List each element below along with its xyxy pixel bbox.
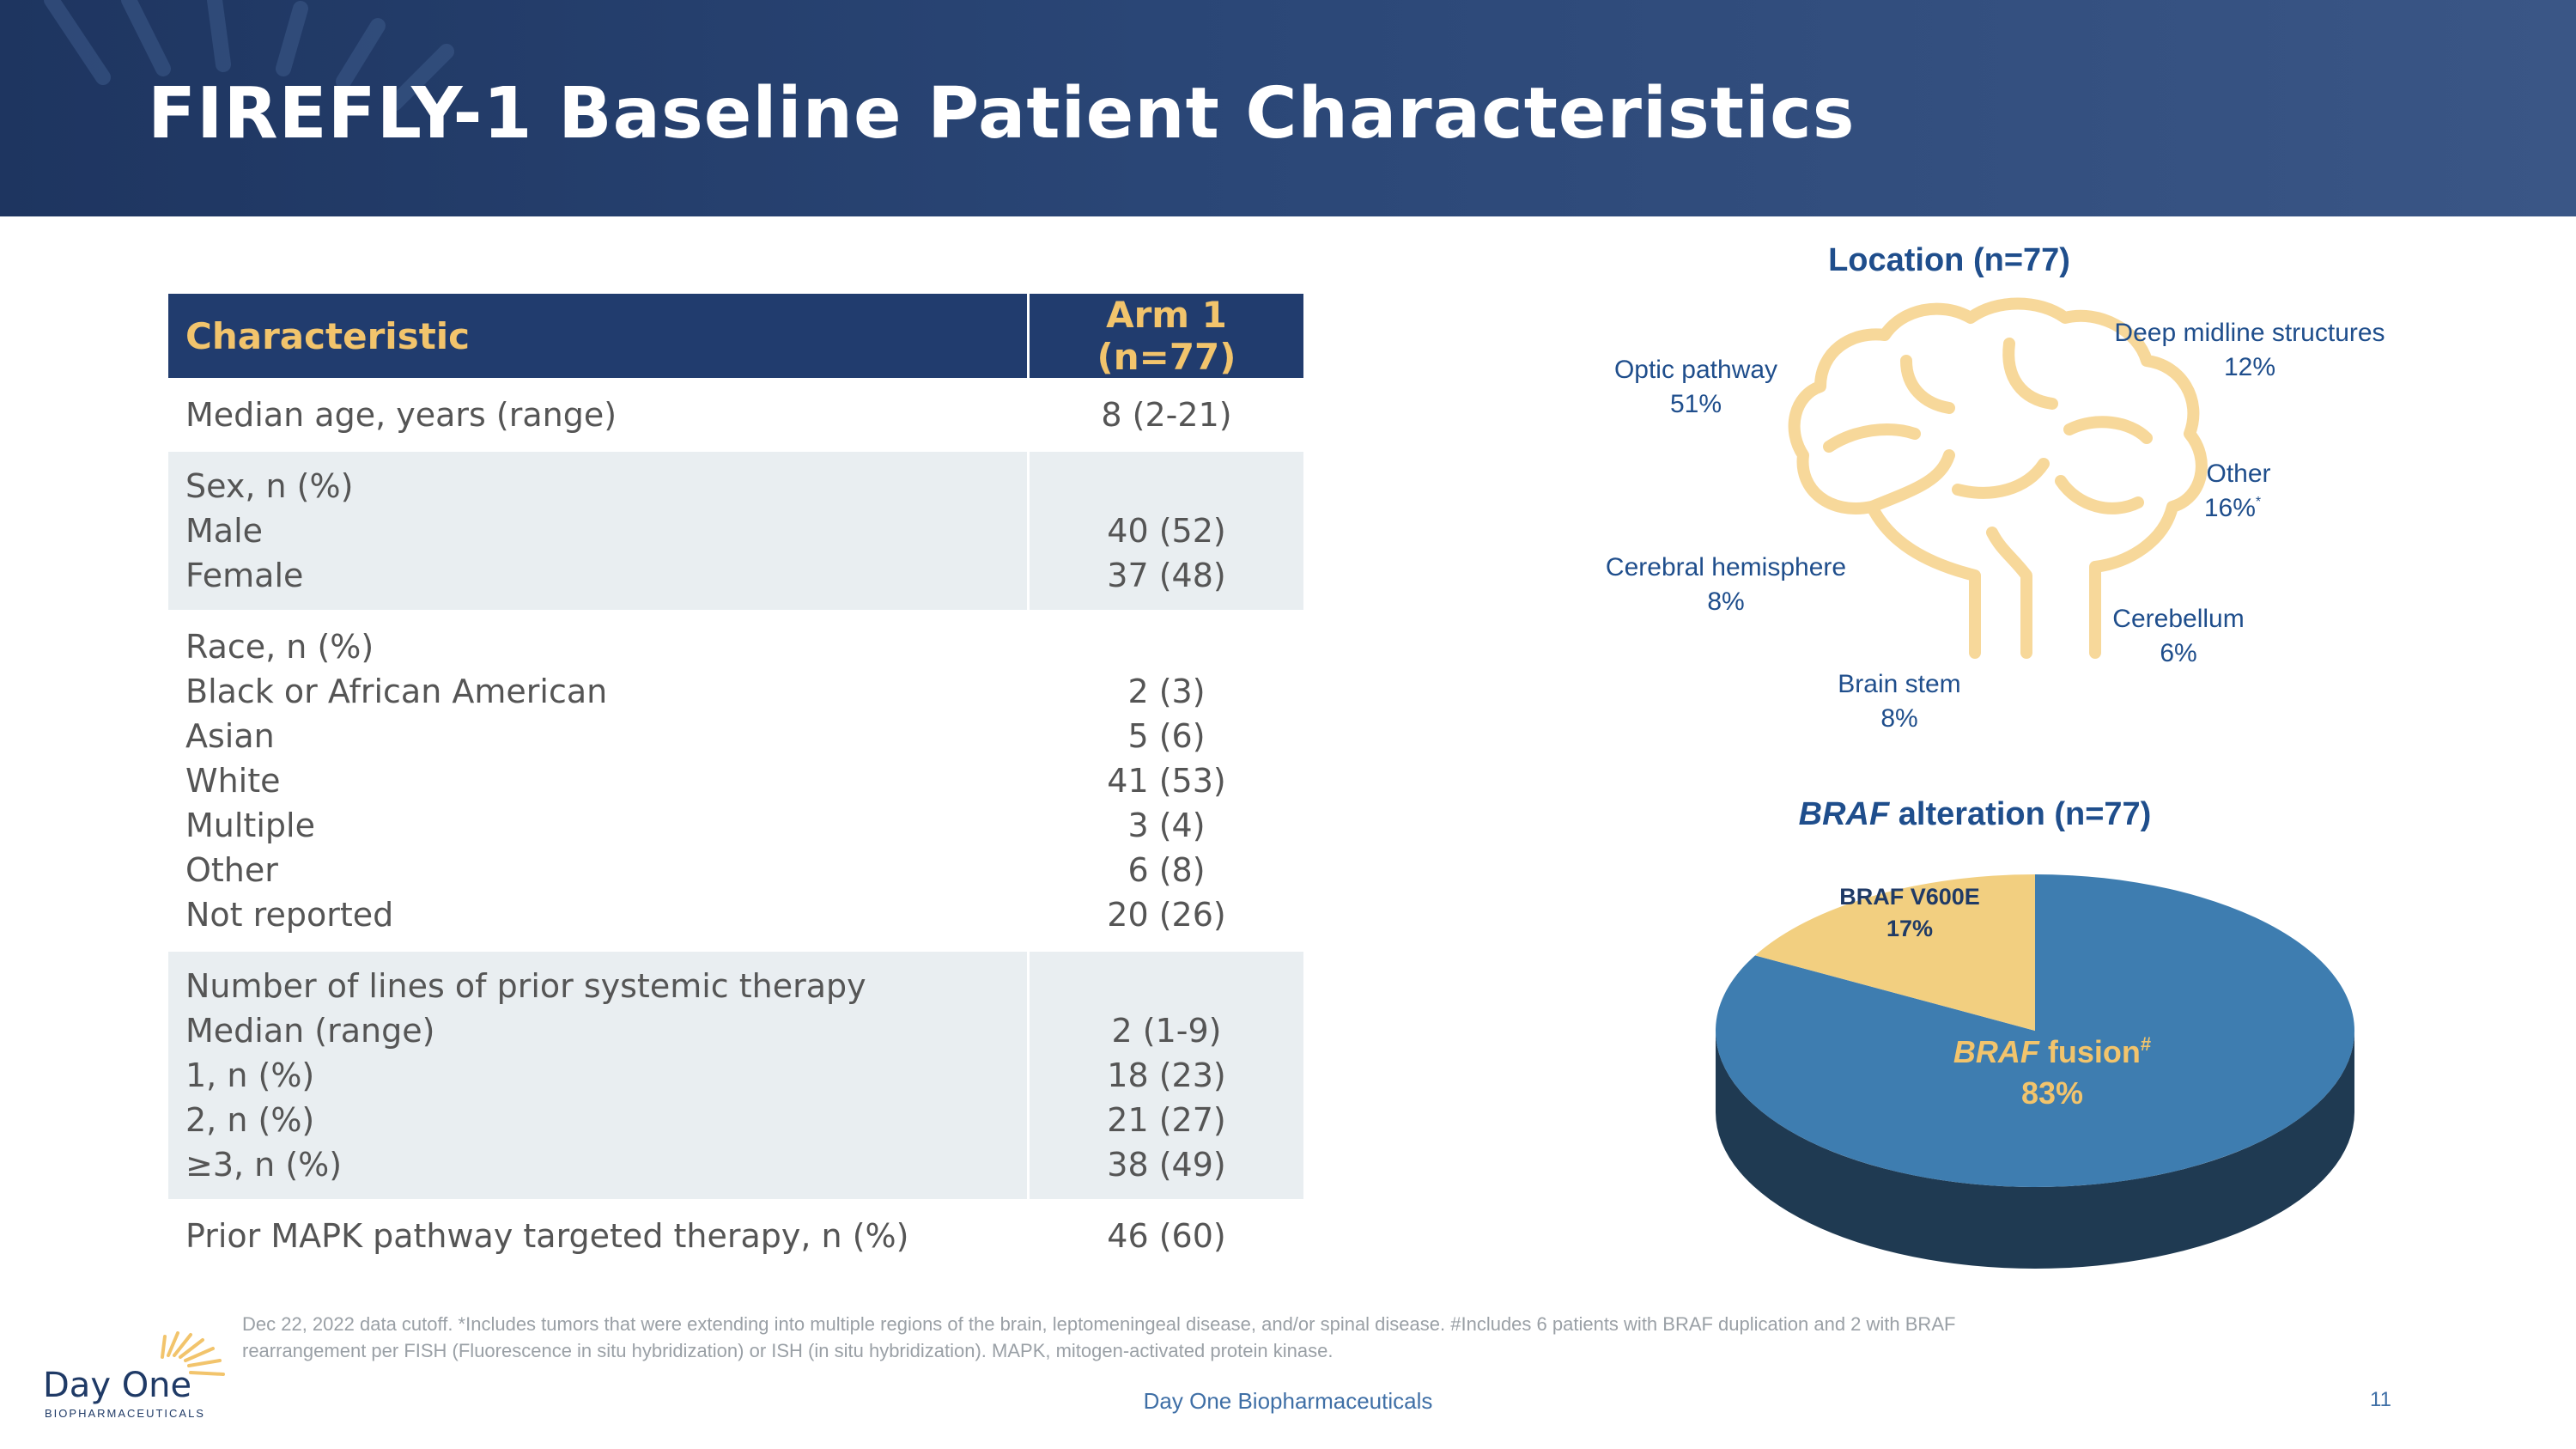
- braf-pie-chart: [1716, 874, 2354, 1269]
- table-header-row: Characteristic Arm 1 (n=77): [168, 294, 1303, 380]
- table-row-prior-therapy: Number of lines of prior systemic therap…: [168, 949, 1303, 1201]
- row-label: Not reported: [185, 896, 394, 934]
- header-banner: FIREFLY-1 Baseline Patient Characteristi…: [0, 0, 2576, 216]
- page-number: 11: [2370, 1388, 2391, 1411]
- row-label: Asian: [185, 717, 275, 755]
- row-label: Median age, years (range): [168, 378, 1030, 451]
- row-label: Female: [185, 557, 304, 594]
- table-row-race: Race, n (%) Black or African American As…: [168, 610, 1303, 951]
- column-header-characteristic: Characteristic: [168, 294, 1030, 380]
- pie-slice-braf-v600e: [1755, 874, 2035, 1031]
- pct-other: 16%*: [2204, 494, 2261, 522]
- row-value: 46 (60): [1028, 1199, 1303, 1270]
- pct-braf-v600e: 17%: [1886, 916, 1933, 941]
- label-other: Other: [2206, 460, 2270, 488]
- pct-optic-pathway: 51%: [1670, 390, 1722, 418]
- row-label: Male: [185, 512, 264, 550]
- label-cerebellum: Cerebellum: [2112, 605, 2244, 633]
- row-value: 5 (6): [1127, 717, 1206, 755]
- row-label: Prior MAPK pathway targeted therapy, n (…: [168, 1199, 1030, 1270]
- table-row-sex: Sex, n (%) Male Female 40 (52) 37 (48): [168, 449, 1303, 612]
- brain-icon: [1788, 297, 2208, 659]
- row-label: 2, n (%): [185, 1101, 315, 1139]
- footer-company: Day One Biopharmaceuticals: [1143, 1388, 1433, 1414]
- row-value: 21 (27): [1107, 1101, 1226, 1139]
- label-optic-pathway: Optic pathway: [1614, 356, 1777, 384]
- row-value: 37 (48): [1107, 557, 1226, 594]
- row-value: 18 (23): [1107, 1056, 1226, 1094]
- banner-decoration: [44, 0, 454, 111]
- row-value: 2 (1-9): [1111, 1012, 1222, 1050]
- section-heading-sex: Sex, n (%): [185, 467, 354, 505]
- footnote-line-1: Dec 22, 2022 data cutoff. *Includes tumo…: [242, 1313, 1956, 1335]
- row-label: ≥3, n (%): [185, 1146, 343, 1184]
- section-heading-prior-therapy: Number of lines of prior systemic therap…: [185, 967, 866, 1005]
- row-label: Multiple: [185, 807, 315, 844]
- pct-cerebral-hemisphere: 8%: [1707, 588, 1744, 616]
- row-label: White: [185, 762, 281, 800]
- footnote-line-2: rearrangement per FISH (Fluorescence in …: [242, 1340, 1334, 1361]
- table-row-mapk: Prior MAPK pathway targeted therapy, n (…: [168, 1199, 1303, 1270]
- row-label: Median (range): [185, 1012, 435, 1050]
- table-row-median-age: Median age, years (range) 8 (2-21): [168, 378, 1303, 451]
- label-cerebral-hemisphere: Cerebral hemisphere: [1606, 553, 1846, 581]
- pct-cerebellum: 6%: [2160, 639, 2196, 667]
- charts-panel: Location (n=77) Optic pathway 51% Deep m…: [1606, 242, 2385, 1269]
- logo-wordmark: Day One: [43, 1366, 192, 1405]
- pct-brain-stem: 8%: [1880, 704, 1917, 733]
- row-value: 38 (49): [1107, 1146, 1226, 1184]
- row-value: 6 (8): [1127, 851, 1206, 889]
- row-value: 20 (26): [1107, 896, 1226, 934]
- label-brain-stem: Brain stem: [1838, 670, 1960, 698]
- pie-side: [1716, 1031, 2354, 1269]
- row-value: 40 (52): [1107, 512, 1226, 550]
- label-braf-v600e: BRAF V600E: [1839, 884, 1980, 910]
- footnote: Dec 22, 2022 data cutoff. *Includes tumo…: [242, 1311, 2286, 1364]
- patient-characteristics-table: Characteristic Arm 1 (n=77) Median age, …: [168, 294, 1303, 1270]
- logo-subtitle: BIOPHARMACEUTICALS: [45, 1407, 205, 1420]
- row-label: Other: [185, 851, 278, 889]
- label-deep-midline: Deep midline structures: [2114, 319, 2385, 347]
- row-value: 8 (2-21): [1028, 378, 1303, 451]
- pct-braf-fusion: 83%: [2021, 1075, 2083, 1111]
- label-braf-fusion: BRAF fusion#: [1953, 1033, 2151, 1069]
- section-heading-race: Race, n (%): [185, 628, 374, 666]
- row-value: 41 (53): [1107, 762, 1226, 800]
- sun-logo-icon: [161, 1331, 225, 1376]
- location-title: Location (n=77): [1828, 242, 2070, 278]
- row-label: Black or African American: [185, 673, 608, 710]
- row-value: 3 (4): [1127, 807, 1206, 844]
- pct-deep-midline: 12%: [2224, 353, 2275, 381]
- braf-title: BRAF alteration (n=77): [1799, 796, 2152, 832]
- row-label: 1, n (%): [185, 1056, 315, 1094]
- page-title: FIREFLY-1 Baseline Patient Characteristi…: [148, 73, 1856, 155]
- column-header-arm1: Arm 1 (n=77): [1028, 294, 1303, 380]
- row-value: 2 (3): [1127, 673, 1206, 710]
